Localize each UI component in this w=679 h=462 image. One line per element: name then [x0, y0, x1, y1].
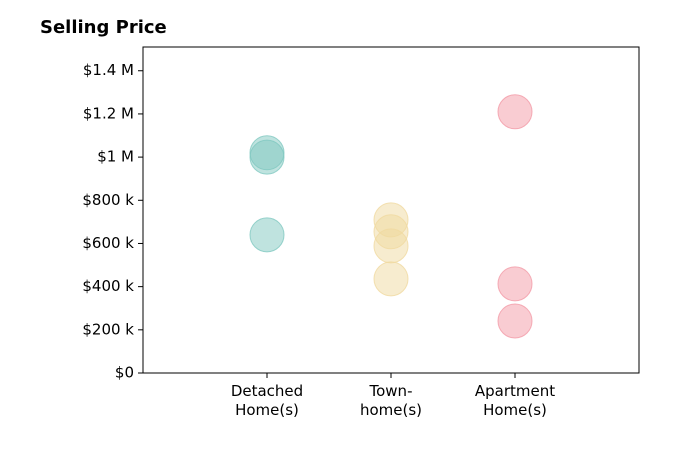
y-tick-label: $1 M [97, 148, 134, 166]
x-tick-label: Detached Home(s) [230, 382, 304, 419]
y-tick-label: $0 [115, 364, 134, 382]
point [249, 139, 285, 175]
point [249, 217, 285, 253]
y-tick-label: $200 k [82, 320, 134, 338]
point [497, 266, 533, 302]
y-tick-label: $400 k [82, 277, 134, 295]
y-tick-label: $600 k [82, 234, 134, 252]
y-tick-label: $1.4 M [83, 61, 134, 79]
point [373, 261, 409, 297]
chart-title: Selling Price [40, 17, 167, 38]
y-tick-label: $800 k [82, 191, 134, 209]
x-tick-label: Town- home(s) [359, 382, 423, 419]
point [497, 303, 533, 339]
point [373, 228, 409, 264]
x-tick-label: Apartment Home(s) [474, 382, 556, 419]
point [497, 94, 533, 130]
y-tick-label: $1.2 M [83, 104, 134, 122]
